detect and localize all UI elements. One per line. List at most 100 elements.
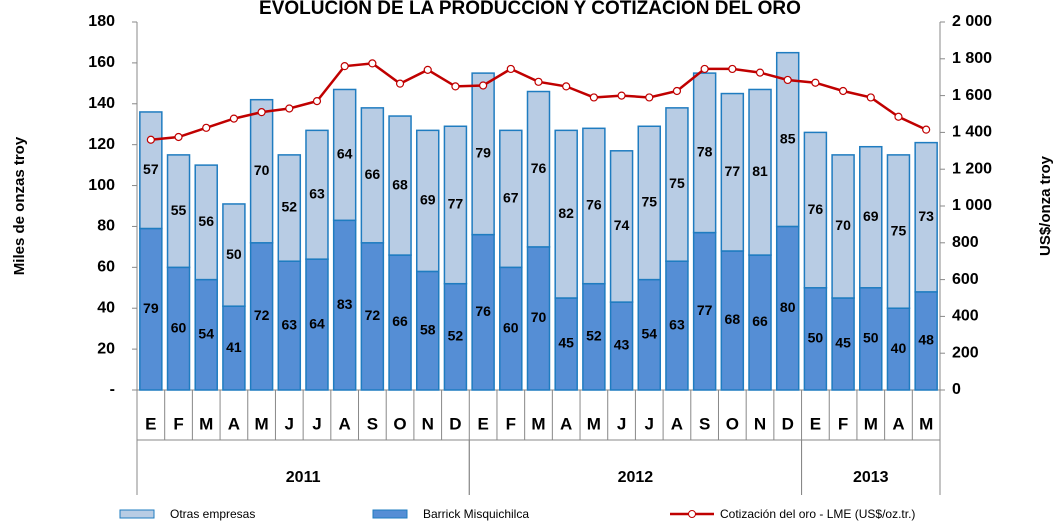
data-label: 58 (420, 321, 436, 337)
x-tick-label: D (449, 414, 461, 433)
data-label: 81 (752, 163, 768, 179)
line-marker (866, 93, 875, 102)
group-label: 2013 (853, 469, 889, 486)
x-tick-label: N (422, 414, 434, 433)
line-marker (617, 91, 626, 100)
data-label: 82 (558, 205, 574, 221)
line-marker (783, 75, 792, 85)
legend-label: Otras empresas (170, 507, 255, 521)
line-marker (589, 93, 598, 102)
y-tick-label: 120 (88, 136, 115, 153)
bar (249, 98, 274, 244)
y2-tick-label: 800 (952, 234, 979, 251)
bar (277, 154, 302, 262)
data-label: 72 (365, 307, 381, 323)
y-tick-label: 140 (88, 95, 115, 112)
x-tick-label: O (393, 414, 406, 433)
data-label: 70 (254, 162, 270, 178)
y2-tick-label: 1 400 (952, 124, 992, 141)
line-marker (755, 68, 765, 77)
data-label: 41 (226, 339, 242, 355)
line-marker (146, 135, 155, 144)
line-marker (174, 132, 183, 142)
x-tick-label: D (782, 414, 794, 433)
bar (637, 125, 662, 281)
bar (692, 72, 717, 234)
y-tick-label: 40 (97, 299, 115, 316)
data-label: 55 (171, 202, 187, 218)
bar (748, 88, 772, 256)
data-label: 64 (309, 315, 325, 331)
data-label: 63 (309, 185, 325, 201)
bar (166, 154, 191, 269)
line-marker (479, 81, 488, 90)
data-label: 75 (891, 222, 907, 238)
x-tick-label: E (145, 414, 156, 433)
x-tick-label: N (754, 414, 766, 433)
data-label: 68 (725, 311, 741, 327)
bar (665, 107, 689, 262)
bar (443, 125, 468, 285)
x-tick-label: E (810, 414, 821, 433)
y-tick-label: 80 (97, 218, 115, 235)
bar (388, 115, 412, 256)
data-label: 66 (365, 166, 381, 182)
data-label: 50 (863, 330, 879, 346)
bar (914, 141, 938, 293)
y-axis-label: Miles de onzas troy (11, 136, 28, 275)
bar (499, 129, 523, 269)
data-label: 77 (725, 163, 741, 179)
line-marker (700, 64, 709, 74)
line-marker (423, 65, 432, 74)
data-label: 60 (171, 319, 187, 335)
data-label: 66 (752, 313, 768, 329)
data-label: 72 (254, 307, 270, 323)
y-tick-label: 100 (88, 177, 115, 194)
x-tick-label: M (199, 414, 213, 433)
data-label: 76 (475, 303, 491, 319)
data-label: 79 (143, 300, 159, 316)
data-label: 56 (198, 213, 214, 229)
bar (222, 203, 246, 307)
y2-tick-label: 0 (952, 381, 961, 398)
data-label: 60 (503, 319, 519, 335)
bar (886, 154, 911, 309)
y-tick-label: 60 (97, 259, 115, 276)
line-marker (368, 59, 377, 68)
line-marker (202, 123, 211, 132)
legend-swatch (372, 509, 408, 519)
line-marker (451, 82, 460, 91)
bar (526, 90, 551, 248)
bar (859, 145, 883, 289)
data-label: 70 (835, 217, 851, 233)
data-label: 79 (475, 145, 491, 161)
line-marker (838, 86, 848, 96)
line-marker (811, 78, 820, 87)
bar (803, 131, 828, 289)
bar (139, 111, 163, 230)
y2-tick-label: 1 200 (952, 160, 992, 177)
data-label: 77 (448, 196, 464, 212)
y2-tick-label: 600 (952, 271, 979, 288)
legend-label: Barrick Misquichilca (423, 507, 529, 521)
data-label: 45 (558, 335, 574, 351)
x-tick-label: E (477, 414, 488, 433)
data-label: 74 (614, 217, 630, 233)
y-tick-label: 20 (97, 340, 115, 357)
bar (360, 107, 385, 244)
x-tick-label: M (919, 414, 933, 433)
bar (305, 129, 329, 260)
data-label: 54 (641, 326, 657, 342)
y-tick-label: 180 (88, 13, 115, 30)
x-tick-label: A (671, 414, 683, 433)
x-tick-label: F (506, 414, 516, 433)
x-tick-label: S (367, 414, 378, 433)
data-label: 77 (697, 302, 713, 318)
data-label: 52 (586, 328, 602, 344)
data-label: 52 (448, 328, 464, 344)
x-tick-label: M (587, 414, 601, 433)
group-label: 2012 (618, 469, 654, 486)
line-marker (285, 104, 294, 113)
x-tick-label: O (726, 414, 739, 433)
data-label: 69 (863, 208, 879, 224)
